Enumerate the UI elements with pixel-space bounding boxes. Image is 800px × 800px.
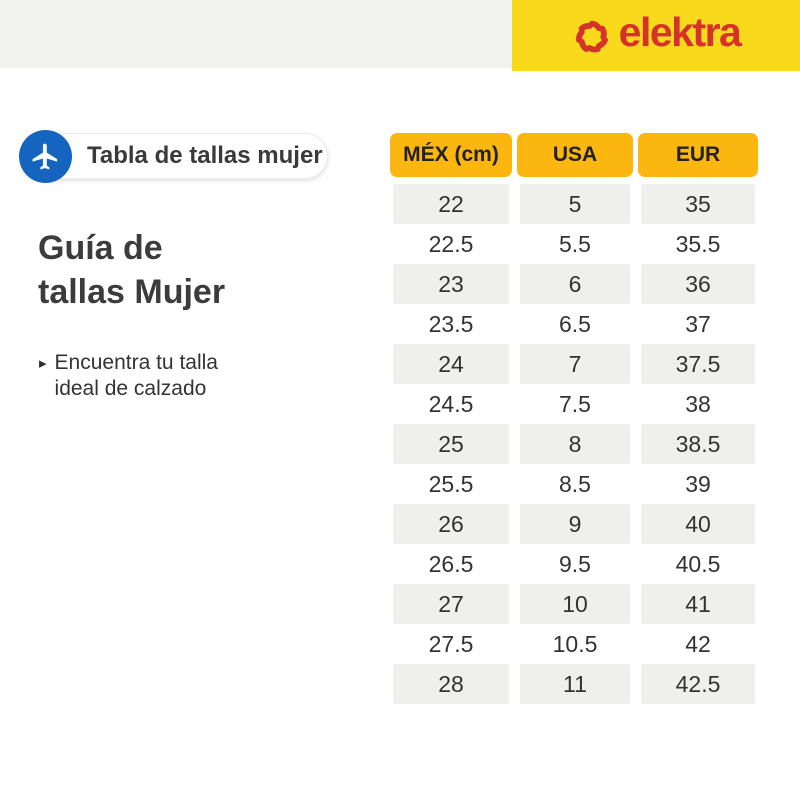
- table-row: 26 9 40: [390, 504, 758, 544]
- table-row: 28 11 42.5: [390, 664, 758, 704]
- badge-icon-circle: [19, 130, 72, 183]
- table-row: 22 5 35: [390, 184, 758, 224]
- page-title-line1: Guía de: [38, 229, 163, 267]
- table-row: 27 10 41: [390, 584, 758, 624]
- table-row: 24.5 7.5 38: [390, 384, 758, 424]
- size-cell: 10.5: [552, 630, 598, 657]
- bullet-text: Encuentra tu talla ideal de calzado: [55, 350, 218, 402]
- size-cell: 23: [393, 264, 509, 304]
- size-cell: 6: [520, 264, 630, 304]
- size-cell: 22: [393, 184, 509, 224]
- brand-wordmark: elektra: [618, 9, 742, 55]
- size-cell: 26.5: [428, 550, 474, 577]
- size-cell: 37: [685, 310, 711, 337]
- page-title-line2: tallas Mujer: [38, 273, 226, 311]
- size-cell: 35.5: [675, 230, 721, 257]
- bullet-item: ▸ Encuentra tu talla ideal de calzado: [39, 350, 218, 402]
- size-table: MÉX (cm) USA EUR 22 5 35 22.5 5.5 35.5 23 6 36 23.5…: [390, 133, 758, 704]
- table-row: 23 6 36: [390, 264, 758, 304]
- table-row: 27.5 10.5 42: [390, 624, 758, 664]
- size-cell: 5: [520, 184, 630, 224]
- table-header-row: MÉX (cm) USA EUR: [390, 133, 758, 177]
- column-header: EUR: [638, 133, 758, 177]
- size-cell: 40.5: [675, 550, 721, 577]
- size-cell: 39: [685, 470, 711, 497]
- page-title: Guía de tallas Mujer: [38, 226, 225, 314]
- size-cell: 25: [393, 424, 509, 464]
- size-cell: 7: [520, 344, 630, 384]
- size-cell: 7.5: [559, 390, 591, 417]
- size-cell: 38.5: [641, 424, 755, 464]
- size-cell: 25.5: [428, 470, 474, 497]
- size-cell: 10: [520, 584, 630, 624]
- size-cell: 40: [641, 504, 755, 544]
- size-table-body: 22 5 35 22.5 5.5 35.5 23 6 36 23.5 6.5 37 24 7 37.5 24.…: [390, 184, 758, 704]
- triangle-bullet-icon: ▸: [39, 355, 47, 372]
- size-cell: 5.5: [559, 230, 591, 257]
- size-cell: 6.5: [559, 310, 591, 337]
- size-chart-badge[interactable]: Tabla de tallas mujer: [19, 130, 334, 184]
- table-row: 23.5 6.5 37: [390, 304, 758, 344]
- size-cell: 27.5: [428, 630, 474, 657]
- brand-banner: elektra: [512, 0, 800, 71]
- table-row: 24 7 37.5: [390, 344, 758, 384]
- size-cell: 9.5: [559, 550, 591, 577]
- bullet-text-line2: ideal de calzado: [54, 377, 207, 400]
- table-row: 25 8 38.5: [390, 424, 758, 464]
- column-header: MÉX (cm): [390, 133, 512, 177]
- column-header: USA: [517, 133, 633, 177]
- size-cell: 9: [520, 504, 630, 544]
- size-cell: 23.5: [428, 310, 474, 337]
- banner-spacer: [0, 0, 512, 68]
- size-cell: 27: [393, 584, 509, 624]
- size-cell: 24.5: [428, 390, 474, 417]
- table-row: 22.5 5.5 35.5: [390, 224, 758, 264]
- bullet-text-line1: Encuentra tu talla: [54, 351, 218, 374]
- size-cell: 26: [393, 504, 509, 544]
- size-cell: 42.5: [641, 664, 755, 704]
- size-cell: 28: [393, 664, 509, 704]
- size-cell: 42: [685, 630, 711, 657]
- size-cell: 24: [393, 344, 509, 384]
- table-row: 26.5 9.5 40.5: [390, 544, 758, 584]
- size-cell: 41: [641, 584, 755, 624]
- size-cell: 36: [641, 264, 755, 304]
- size-cell: 8: [520, 424, 630, 464]
- size-cell: 35: [641, 184, 755, 224]
- table-row: 25.5 8.5 39: [390, 464, 758, 504]
- size-cell: 37.5: [641, 344, 755, 384]
- size-cell: 38: [685, 390, 711, 417]
- badge-pill[interactable]: Tabla de tallas mujer: [28, 133, 328, 179]
- badge-label: Tabla de tallas mujer: [87, 142, 323, 169]
- size-cell: 11: [520, 664, 630, 704]
- elektra-pinwheel-icon: [575, 20, 608, 52]
- size-cell: 8.5: [559, 470, 591, 497]
- size-cell: 22.5: [428, 230, 474, 257]
- airplane-icon: [32, 143, 58, 170]
